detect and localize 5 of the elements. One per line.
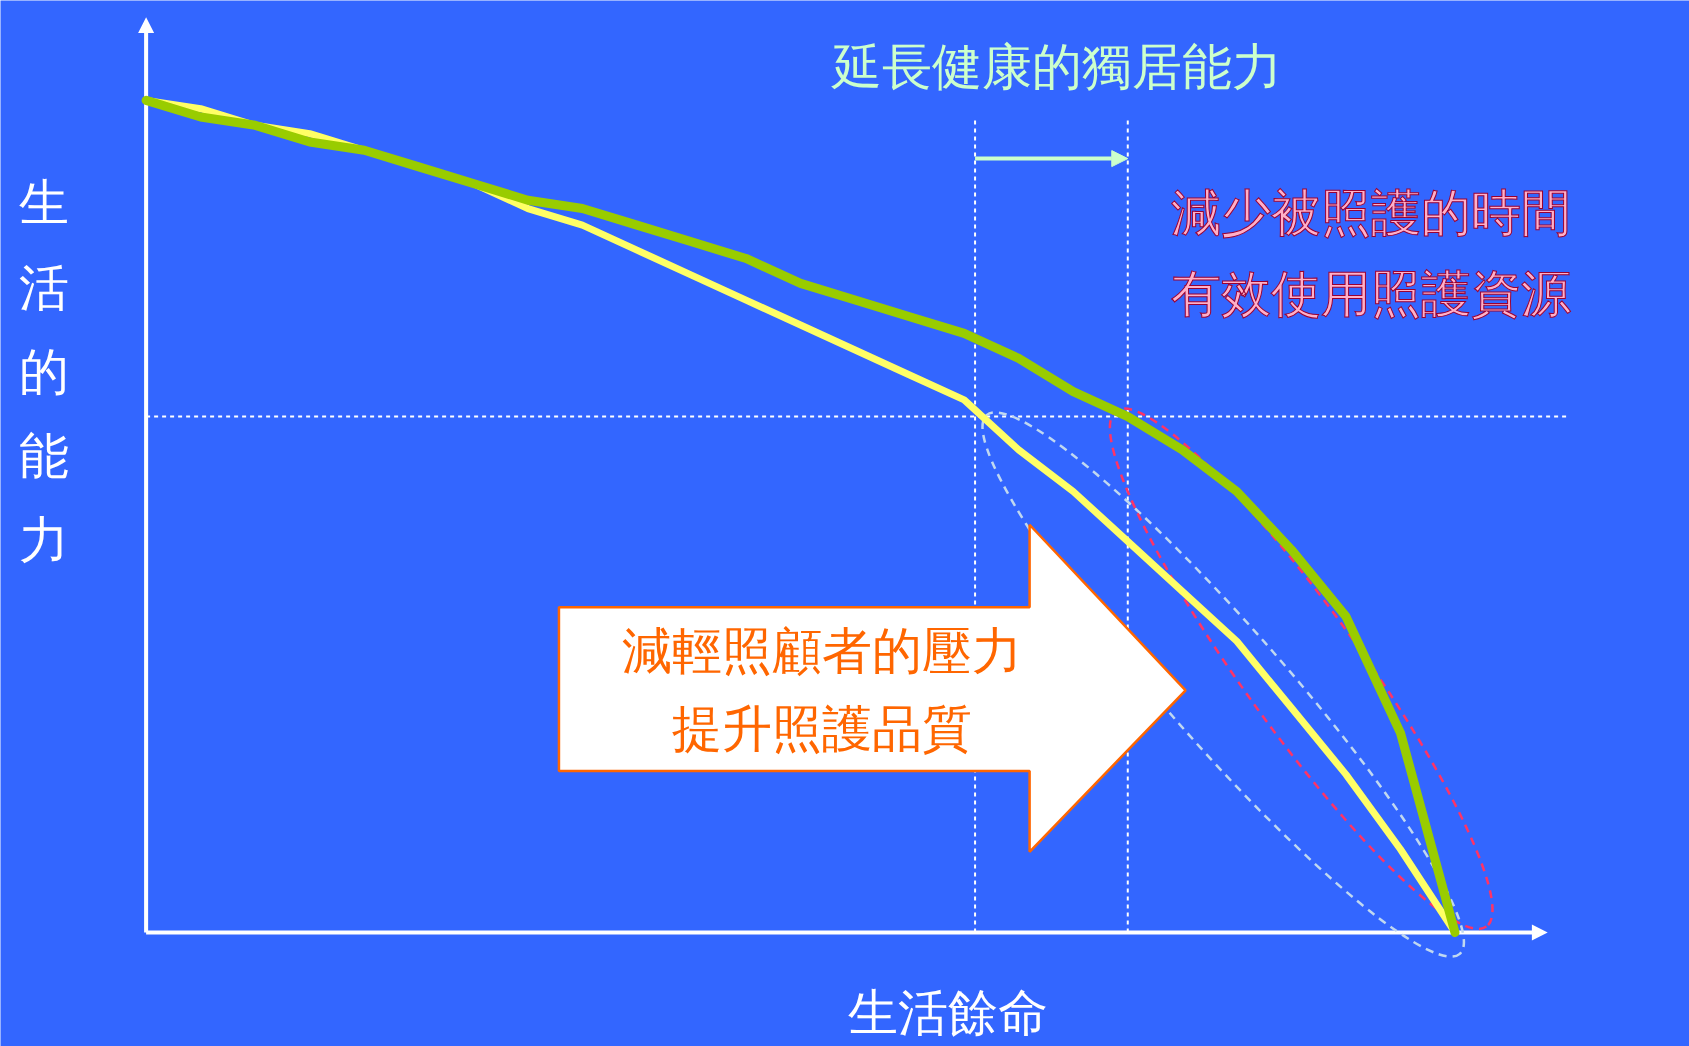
annotation: 減輕照顧者的壓力提升照護品質 [622, 622, 1023, 759]
x-axis-title: 生活餘命 [847, 984, 1048, 1043]
annotation: 減少被照護的時間有效使用照護資源 [1171, 183, 1572, 324]
y-axis-title: 生活的能力 [18, 174, 69, 569]
chart-title: 延長健康的獨居能力 [830, 38, 1282, 97]
